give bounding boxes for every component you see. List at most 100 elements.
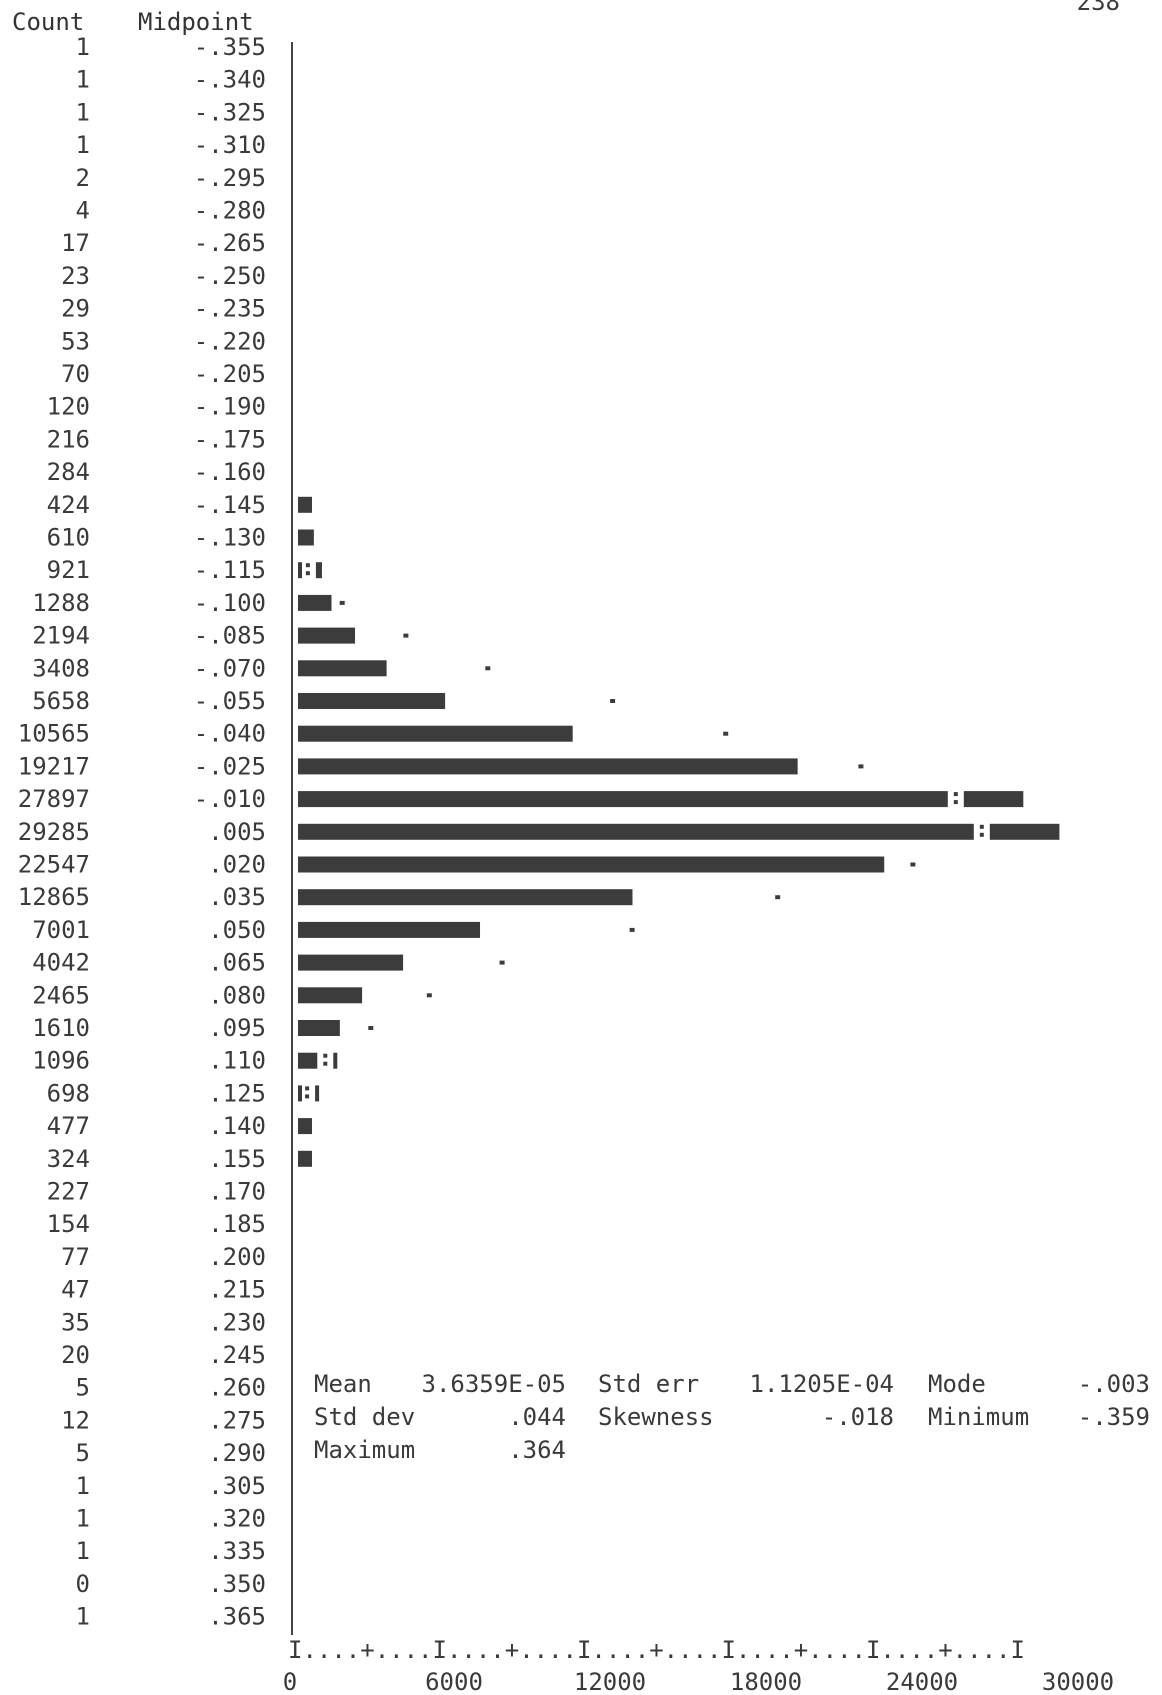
normal-curve-point — [858, 764, 864, 769]
normal-curve-point — [485, 666, 491, 671]
count-label: 20 — [61, 1341, 90, 1369]
midpoint-label: -.160 — [194, 458, 266, 486]
x-tick-label: 6000 — [425, 1668, 483, 1695]
count-label: 324 — [47, 1145, 90, 1173]
midpoint-label: .020 — [208, 851, 266, 879]
count-label: 0 — [76, 1570, 90, 1598]
histogram-bar — [298, 594, 332, 611]
normal-curve-point — [953, 792, 958, 797]
midpoint-label: -.310 — [194, 131, 266, 159]
count-label: 53 — [61, 327, 90, 355]
histogram-bar — [298, 1085, 302, 1102]
count-label: 120 — [47, 393, 90, 421]
count-label: 610 — [47, 524, 90, 552]
normal-curve-point — [323, 1061, 328, 1066]
histogram-bar-extension — [963, 791, 1024, 808]
count-label: 5658 — [32, 687, 90, 715]
histogram-bar — [298, 1020, 340, 1036]
count-label: 35 — [61, 1308, 90, 1336]
count-label: 27897 — [18, 785, 90, 813]
normal-curve-point — [499, 960, 505, 965]
x-tick-label: 0 — [283, 1668, 297, 1695]
midpoint-label: .320 — [208, 1505, 266, 1533]
count-label: 4 — [76, 197, 90, 225]
normal-curve-point — [305, 1086, 310, 1091]
count-label: 17 — [61, 229, 90, 257]
count-label: 4042 — [32, 949, 90, 977]
midpoint-label: -.070 — [194, 654, 266, 682]
histogram-bar — [298, 660, 387, 677]
histogram-bar-extension — [315, 562, 322, 579]
midpoint-label: .335 — [208, 1537, 266, 1565]
count-label: 12 — [61, 1406, 90, 1434]
count-label: 10565 — [18, 720, 90, 748]
midpoint-label: .215 — [208, 1276, 266, 1304]
midpoint-label: -.145 — [194, 491, 266, 519]
count-label: 29 — [61, 295, 90, 323]
normal-curve-point — [305, 1094, 310, 1099]
midpoint-label: -.205 — [194, 360, 266, 388]
x-tick-label: 18000 — [730, 1668, 802, 1695]
midpoint-label: -.040 — [194, 720, 266, 748]
count-label: 1096 — [32, 1047, 90, 1075]
count-label: 1 — [76, 98, 90, 126]
midpoint-label: .275 — [208, 1406, 266, 1434]
statistic-value: .044 — [508, 1403, 566, 1431]
x-axis-ruler: I....+....I....+....I....+....I....+....… — [288, 1636, 1025, 1664]
statistic-value: 3.6359E-05 — [422, 1370, 567, 1398]
count-label: 154 — [47, 1210, 90, 1238]
midpoint-label: .260 — [208, 1374, 266, 1402]
statistic-name: Mode — [928, 1370, 986, 1398]
statistic-value: -.359 — [1078, 1403, 1150, 1431]
normal-curve-point — [323, 1053, 328, 1058]
statistic-value: -.003 — [1078, 1370, 1150, 1398]
histogram-bar — [298, 823, 974, 840]
midpoint-label: .065 — [208, 949, 266, 977]
midpoint-label: .365 — [208, 1603, 266, 1631]
count-label: 19217 — [18, 752, 90, 780]
count-label: 1 — [76, 131, 90, 159]
midpoint-label: -.325 — [194, 98, 266, 126]
histogram-bar — [298, 627, 356, 644]
count-label: 22547 — [18, 851, 90, 879]
count-label: 3408 — [32, 654, 90, 682]
histogram-bar — [298, 496, 312, 513]
histogram-bar — [298, 987, 363, 1004]
normal-curve-point — [305, 563, 310, 568]
normal-curve-point — [426, 993, 432, 998]
count-label: 1 — [76, 1603, 90, 1631]
histogram-bar-extension — [333, 1052, 338, 1069]
normal-curve-point — [305, 571, 310, 576]
histogram-bar — [298, 725, 573, 742]
normal-curve-point — [775, 895, 781, 900]
statistic-name: Std err — [598, 1370, 699, 1398]
midpoint-label: .080 — [208, 981, 266, 1009]
normal-curve-point — [910, 862, 916, 867]
statistic-name: Skewness — [598, 1403, 714, 1431]
normal-curve-point — [610, 699, 616, 703]
count-label: 1 — [76, 66, 90, 94]
histogram-bar — [298, 1150, 312, 1167]
count-label: 216 — [47, 425, 90, 453]
count-label: 2465 — [32, 981, 90, 1009]
count-label: 1288 — [32, 589, 90, 617]
midpoint-label: -.280 — [194, 197, 266, 225]
normal-curve-point — [368, 1026, 374, 1030]
midpoint-label: .005 — [208, 818, 266, 846]
histogram-bar — [298, 791, 948, 808]
midpoint-label: -.190 — [194, 393, 266, 421]
count-label: 5 — [76, 1439, 90, 1467]
histogram-bar — [298, 954, 404, 971]
histogram-bar — [298, 889, 633, 906]
midpoint-label: .050 — [208, 916, 266, 944]
midpoint-label: .155 — [208, 1145, 266, 1173]
midpoint-label: -.010 — [194, 785, 266, 813]
statistic-name: Std dev — [314, 1403, 415, 1431]
midpoint-label: .110 — [208, 1047, 266, 1075]
midpoint-label: -.175 — [194, 425, 266, 453]
midpoint-label: .185 — [208, 1210, 266, 1238]
midpoint-label: .200 — [208, 1243, 266, 1271]
midpoint-label: .350 — [208, 1570, 266, 1598]
normal-curve-point — [629, 927, 635, 932]
